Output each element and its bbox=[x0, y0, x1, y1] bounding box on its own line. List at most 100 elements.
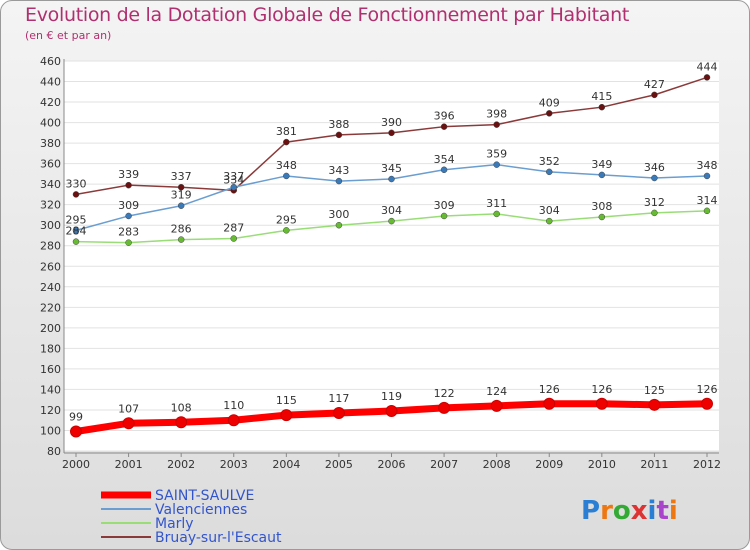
legend-label: SAINT-SAULVE bbox=[155, 488, 254, 504]
x-tick-label: 2012 bbox=[693, 458, 721, 471]
x-tick-label: 2008 bbox=[483, 458, 511, 471]
data-point bbox=[283, 172, 290, 180]
y-tick-label: 220 bbox=[40, 301, 61, 314]
data-point bbox=[125, 212, 132, 220]
chart-subtitle: (en € et par an) bbox=[25, 29, 112, 42]
data-label: 337 bbox=[223, 170, 244, 183]
data-label: 110 bbox=[223, 399, 244, 412]
x-tick-label: 2010 bbox=[588, 458, 616, 471]
data-point bbox=[335, 221, 343, 229]
data-label: 284 bbox=[66, 225, 87, 238]
data-point bbox=[388, 217, 395, 225]
data-point bbox=[440, 212, 448, 220]
data-point bbox=[598, 213, 606, 221]
data-label: 107 bbox=[118, 402, 139, 415]
data-label: 308 bbox=[591, 200, 612, 213]
data-point bbox=[648, 398, 661, 411]
data-label: 304 bbox=[539, 204, 560, 217]
data-label: 119 bbox=[381, 390, 402, 403]
x-tick-label: 2006 bbox=[378, 458, 406, 471]
data-label: 348 bbox=[276, 159, 297, 172]
data-point bbox=[493, 161, 500, 168]
data-point bbox=[335, 177, 343, 185]
data-label: 319 bbox=[171, 189, 192, 202]
data-point bbox=[440, 123, 448, 130]
data-point bbox=[177, 183, 185, 191]
data-point bbox=[230, 235, 237, 242]
data-label: 349 bbox=[591, 158, 612, 171]
data-label: 99 bbox=[69, 411, 83, 424]
plot-area bbox=[64, 61, 719, 451]
legend: SAINT-SAULVEValenciennesMarlyBruay-sur-l… bbox=[101, 488, 282, 546]
data-point bbox=[493, 121, 500, 128]
y-tick-label: 160 bbox=[40, 363, 61, 376]
data-point bbox=[125, 181, 132, 189]
x-tick-label: 2009 bbox=[535, 458, 563, 471]
data-label: 345 bbox=[381, 162, 402, 175]
data-label: 444 bbox=[697, 60, 718, 73]
data-label: 388 bbox=[328, 118, 349, 131]
data-point bbox=[493, 210, 500, 218]
data-point bbox=[177, 202, 185, 209]
data-point bbox=[546, 168, 553, 176]
data-point bbox=[598, 171, 606, 179]
data-label: 309 bbox=[434, 199, 455, 212]
x-tick-label: 2003 bbox=[220, 458, 248, 471]
data-point bbox=[651, 209, 658, 217]
data-label: 286 bbox=[171, 223, 192, 236]
data-point bbox=[388, 129, 395, 137]
data-point bbox=[703, 207, 711, 215]
x-tick-label: 2001 bbox=[115, 458, 143, 471]
data-label: 398 bbox=[486, 108, 507, 121]
data-label: 300 bbox=[328, 208, 349, 221]
data-label: 330 bbox=[66, 177, 87, 190]
data-point bbox=[335, 131, 343, 139]
data-label: 126 bbox=[591, 383, 612, 396]
y-tick-label: 280 bbox=[40, 240, 61, 253]
data-label: 314 bbox=[697, 194, 718, 207]
data-point bbox=[283, 227, 290, 234]
x-tick-label: 2004 bbox=[272, 458, 300, 471]
data-point bbox=[283, 138, 290, 146]
data-point bbox=[72, 191, 80, 198]
data-label: 415 bbox=[591, 90, 612, 103]
data-point bbox=[175, 416, 188, 429]
y-tick-label: 460 bbox=[40, 55, 61, 68]
data-point bbox=[701, 397, 713, 410]
y-tick-label: 360 bbox=[40, 158, 61, 171]
data-point bbox=[440, 166, 448, 174]
data-label: 124 bbox=[486, 385, 507, 398]
x-tick-label: 2011 bbox=[640, 458, 668, 471]
data-label: 312 bbox=[644, 196, 665, 209]
legend-label: Marly bbox=[155, 516, 194, 532]
y-tick-label: 100 bbox=[40, 424, 61, 437]
y-tick-label: 400 bbox=[40, 117, 61, 130]
data-label: 359 bbox=[486, 148, 507, 161]
data-point bbox=[332, 407, 345, 420]
data-label: 311 bbox=[486, 197, 507, 210]
data-point bbox=[72, 227, 80, 234]
data-label: 295 bbox=[66, 213, 87, 226]
data-label: 108 bbox=[171, 401, 192, 414]
y-tick-label: 240 bbox=[40, 281, 61, 294]
data-label: 346 bbox=[644, 161, 665, 174]
data-label: 334 bbox=[223, 173, 244, 186]
data-point bbox=[598, 103, 606, 111]
data-point bbox=[595, 397, 608, 410]
data-label: 354 bbox=[434, 153, 455, 166]
y-tick-label: 420 bbox=[40, 96, 61, 109]
data-point bbox=[490, 399, 503, 412]
data-point bbox=[543, 397, 556, 410]
legend-label: Bruay-sur-l'Escaut bbox=[155, 530, 282, 546]
data-label: 409 bbox=[539, 96, 560, 109]
y-tick-label: 120 bbox=[40, 404, 61, 417]
data-point bbox=[122, 417, 135, 430]
data-point bbox=[703, 172, 711, 180]
data-label: 126 bbox=[697, 383, 718, 396]
data-point bbox=[388, 175, 395, 183]
data-label: 352 bbox=[539, 155, 560, 168]
y-tick-label: 440 bbox=[40, 76, 61, 89]
y-tick-label: 260 bbox=[40, 260, 61, 273]
